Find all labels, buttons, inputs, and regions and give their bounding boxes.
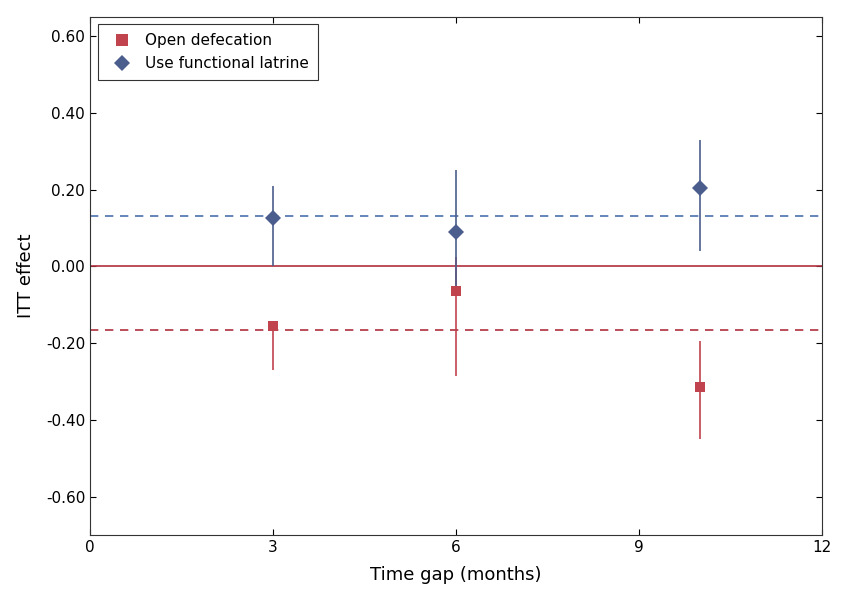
Y-axis label: ITT effect: ITT effect <box>17 234 35 319</box>
Legend: Open defecation, Use functional latrine: Open defecation, Use functional latrine <box>98 24 318 81</box>
X-axis label: Time gap (months): Time gap (months) <box>370 566 542 584</box>
